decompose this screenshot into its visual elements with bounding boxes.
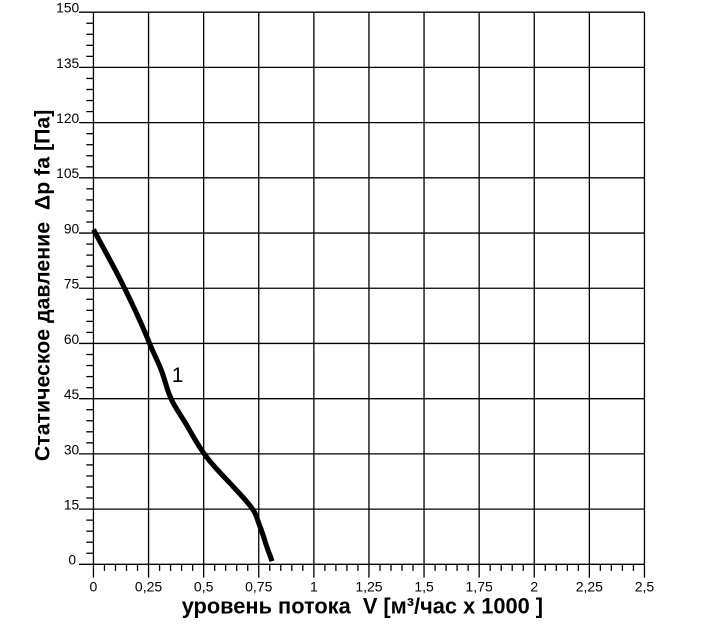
svg-text:1,5: 1,5 <box>414 578 434 594</box>
svg-text:Статическое давление Δp fa [П: Статическое давление Δp fa [Па] <box>31 110 55 461</box>
svg-text:уровень потока V [м³/час x 10: уровень потока V [м³/час x 1000 ] <box>182 594 543 619</box>
svg-text:60: 60 <box>64 332 80 347</box>
svg-text:45: 45 <box>64 387 80 402</box>
svg-text:0: 0 <box>68 553 76 568</box>
svg-text:2: 2 <box>530 578 538 594</box>
svg-text:0,25: 0,25 <box>135 578 162 594</box>
svg-text:0,75: 0,75 <box>245 578 272 594</box>
svg-text:105: 105 <box>56 166 79 181</box>
svg-text:120: 120 <box>56 111 79 126</box>
svg-text:15: 15 <box>64 497 80 512</box>
svg-text:150: 150 <box>56 1 79 16</box>
svg-text:0: 0 <box>90 578 98 594</box>
svg-text:2,25: 2,25 <box>576 578 603 594</box>
svg-text:30: 30 <box>64 442 80 457</box>
svg-text:75: 75 <box>64 277 80 292</box>
svg-text:135: 135 <box>56 56 79 71</box>
svg-text:1: 1 <box>172 364 184 387</box>
svg-text:1: 1 <box>310 578 318 594</box>
svg-text:90: 90 <box>64 221 80 236</box>
svg-text:2,5: 2,5 <box>635 578 655 594</box>
svg-text:0,5: 0,5 <box>194 578 214 594</box>
svg-text:1,25: 1,25 <box>355 578 382 594</box>
svg-text:1,75: 1,75 <box>466 578 493 594</box>
